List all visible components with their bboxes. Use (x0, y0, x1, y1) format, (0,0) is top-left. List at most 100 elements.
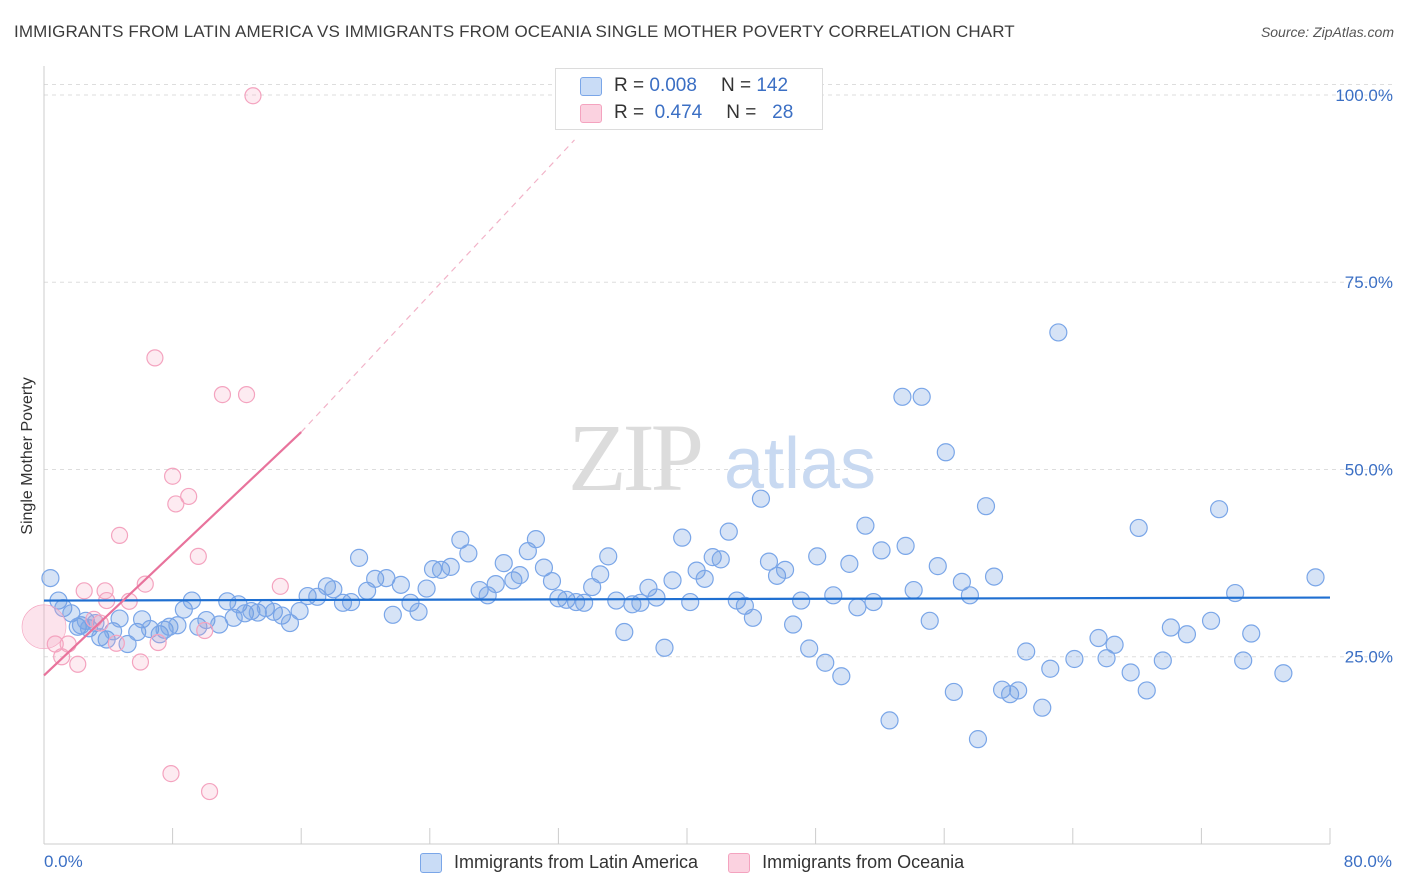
point-latin-america[interactable] (1033, 698, 1052, 717)
point-latin-america[interactable] (792, 591, 811, 610)
point-latin-america[interactable] (591, 565, 610, 584)
point-latin-america[interactable] (759, 552, 779, 571)
point-latin-america[interactable] (631, 593, 650, 612)
point-latin-america[interactable] (1041, 659, 1060, 678)
point-oceania[interactable] (149, 633, 167, 652)
point-latin-america[interactable] (349, 548, 369, 567)
point-latin-america[interactable] (510, 566, 529, 585)
point-latin-america[interactable] (324, 580, 343, 599)
point-latin-america[interactable] (872, 541, 891, 560)
point-latin-america[interactable] (451, 530, 470, 549)
point-latin-america[interactable] (218, 592, 237, 611)
point-oceania[interactable] (196, 621, 214, 640)
point-latin-america[interactable] (976, 497, 996, 516)
point-oceania[interactable] (110, 526, 129, 545)
point-latin-america[interactable] (695, 569, 714, 588)
point-oceania[interactable] (213, 385, 232, 404)
point-latin-america[interactable] (1226, 583, 1245, 603)
point-latin-america[interactable] (110, 609, 129, 628)
point-latin-america[interactable] (783, 615, 803, 634)
point-latin-america[interactable] (960, 586, 980, 605)
point-latin-america[interactable] (1105, 635, 1124, 654)
point-latin-america[interactable] (647, 588, 666, 607)
point-latin-america[interactable] (663, 571, 682, 590)
point-latin-america[interactable] (880, 711, 899, 730)
point-oceania[interactable] (162, 764, 180, 783)
point-latin-america[interactable] (1121, 663, 1140, 682)
point-latin-america[interactable] (1177, 625, 1197, 644)
point-latin-america[interactable] (1129, 518, 1148, 538)
point-latin-america[interactable] (893, 387, 912, 406)
point-latin-america[interactable] (168, 616, 187, 635)
point-latin-america[interactable] (140, 619, 160, 639)
point-latin-america[interactable] (441, 557, 460, 576)
point-latin-america[interactable] (575, 593, 594, 612)
point-latin-america[interactable] (1089, 628, 1108, 648)
source-label[interactable]: Source: ZipAtlas.com (1260, 24, 1394, 40)
point-latin-america[interactable] (542, 571, 562, 591)
point-latin-america[interactable] (968, 730, 988, 749)
point-latin-america[interactable] (681, 592, 700, 612)
point-latin-america[interactable] (904, 580, 923, 600)
point-latin-america[interactable] (280, 613, 300, 633)
point-latin-america[interactable] (242, 601, 261, 621)
point-latin-america[interactable] (534, 558, 554, 577)
point-latin-america[interactable] (824, 586, 843, 605)
point-oceania[interactable] (107, 634, 125, 652)
point-latin-america[interactable] (486, 574, 505, 594)
point-oceania[interactable] (146, 349, 164, 367)
point-oceania[interactable] (237, 385, 256, 404)
point-latin-america[interactable] (832, 667, 851, 686)
point-latin-america[interactable] (383, 605, 402, 624)
point-latin-america[interactable] (1242, 624, 1261, 643)
point-latin-america[interactable] (952, 572, 971, 591)
point-latin-america[interactable] (1049, 323, 1068, 342)
point-latin-america[interactable] (984, 567, 1004, 586)
point-latin-america[interactable] (1306, 568, 1325, 587)
point-latin-america[interactable] (341, 592, 361, 612)
point-latin-america[interactable] (856, 516, 875, 535)
point-latin-america[interactable] (1009, 681, 1028, 700)
legend-item-latin[interactable]: Immigrants from Latin America (420, 852, 698, 873)
point-latin-america[interactable] (1161, 618, 1180, 637)
point-latin-america[interactable] (615, 622, 634, 642)
point-latin-america[interactable] (673, 528, 692, 547)
point-oceania[interactable] (244, 87, 262, 105)
point-oceania[interactable] (59, 635, 77, 653)
point-latin-america[interactable] (41, 568, 60, 588)
point-latin-america[interactable] (1234, 651, 1253, 670)
point-latin-america[interactable] (459, 544, 478, 563)
point-latin-america[interactable] (751, 489, 771, 508)
point-latin-america[interactable] (936, 443, 955, 462)
point-latin-america[interactable] (816, 653, 835, 672)
point-oceania[interactable] (131, 653, 150, 671)
point-oceania[interactable] (189, 547, 207, 565)
point-latin-america[interactable] (1137, 681, 1156, 700)
point-latin-america[interactable] (391, 575, 410, 594)
point-latin-america[interactable] (775, 560, 795, 579)
legend-item-oceania[interactable]: Immigrants from Oceania (728, 852, 964, 873)
point-latin-america[interactable] (896, 536, 915, 555)
point-latin-america[interactable] (1065, 649, 1084, 669)
point-latin-america[interactable] (1017, 642, 1036, 661)
point-latin-america[interactable] (944, 682, 963, 702)
point-latin-america[interactable] (607, 591, 626, 610)
point-oceania[interactable] (75, 582, 93, 600)
point-latin-america[interactable] (864, 592, 883, 612)
point-oceania[interactable] (136, 575, 154, 593)
point-latin-america[interactable] (526, 530, 545, 549)
point-latin-america[interactable] (928, 557, 947, 576)
point-latin-america[interactable] (808, 547, 827, 566)
point-latin-america[interactable] (599, 547, 618, 566)
point-oceania[interactable] (167, 495, 185, 513)
point-latin-america[interactable] (743, 608, 763, 627)
point-latin-america[interactable] (1209, 500, 1229, 519)
point-latin-america[interactable] (417, 579, 436, 598)
point-latin-america[interactable] (655, 638, 674, 657)
point-latin-america[interactable] (1274, 664, 1293, 683)
point-latin-america[interactable] (800, 639, 819, 658)
point-latin-america[interactable] (848, 598, 867, 617)
point-latin-america[interactable] (1153, 651, 1172, 670)
point-oceania[interactable] (69, 655, 87, 673)
point-latin-america[interactable] (224, 608, 243, 627)
